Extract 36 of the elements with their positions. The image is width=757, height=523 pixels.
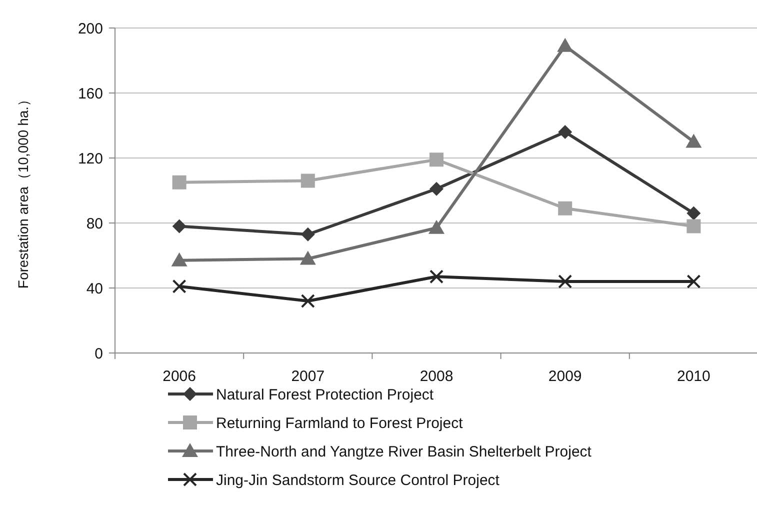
legend-label: Three-North and Yangtze River Basin Shelterbelt Project [216,443,592,460]
x-tick-label: 2009 [548,368,582,385]
point [430,182,444,196]
point [171,252,188,266]
y-axis-title: Forestation area（10,000 ha.） [15,92,31,289]
point [428,220,444,234]
point [300,174,315,188]
legend-label: Returning Farmland to Forest Project [216,414,464,432]
y-tick-label: 120 [78,150,103,168]
y-tick-label: 0 [94,345,103,362]
point [430,152,444,167]
point [172,219,186,234]
y-tick-label: 200 [78,20,103,38]
point [686,206,701,220]
x-tick-label: 2010 [677,368,710,385]
y-tick-label: 40 [86,280,103,298]
x-tick-label: 2007 [291,368,325,385]
point [686,134,702,148]
point [686,219,701,234]
y-tick-label: 160 [78,85,103,102]
point [300,294,315,308]
point [172,175,186,190]
y-tick-label: 80 [86,215,103,232]
legend-label: Jing-Jin Sandstorm Source Control Project [216,472,500,489]
legend-label: Natural Forest Protection Project [216,386,434,404]
point [300,227,315,242]
point [172,279,186,294]
point [558,125,572,139]
point [686,274,701,288]
x-tick-label: 2006 [162,368,196,385]
point [558,201,572,216]
point [558,274,572,288]
point [300,250,316,265]
x-tick-label: 2008 [420,368,454,385]
point [557,38,574,52]
point [430,270,444,284]
